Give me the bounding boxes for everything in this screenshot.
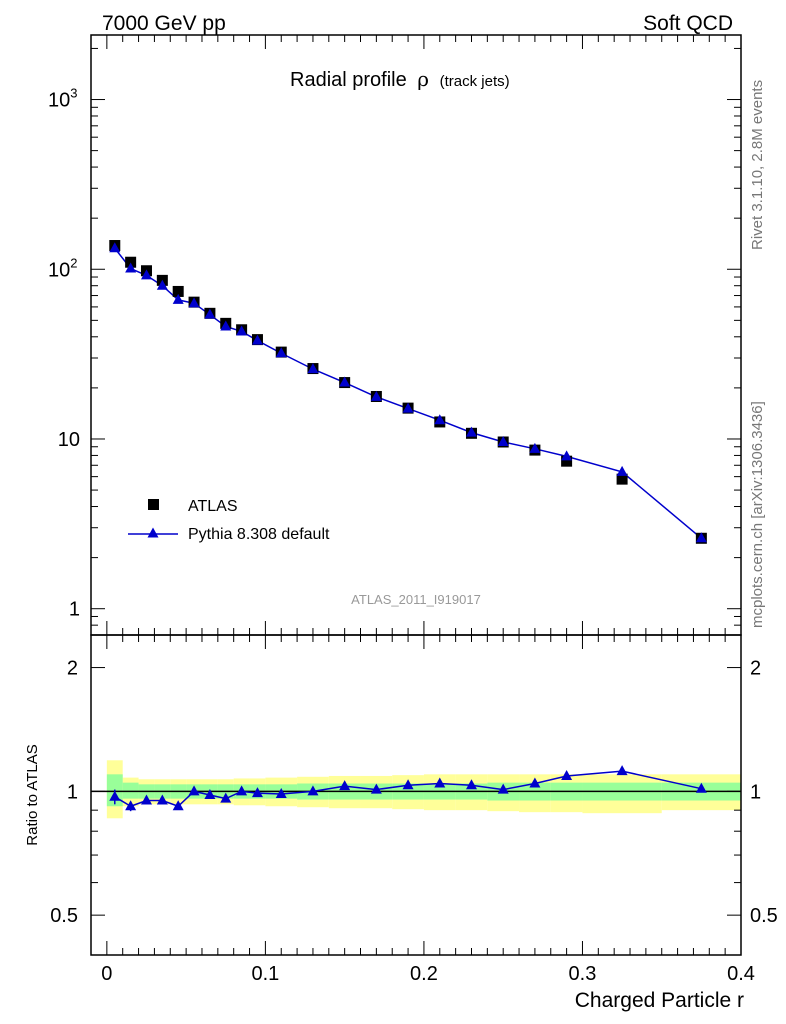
main-marks [109, 240, 707, 544]
pythia-point [307, 363, 319, 374]
pythia-point [204, 308, 216, 319]
legend: ATLAS Pythia 8.308 default [128, 498, 330, 543]
legend-marker-pythia [147, 527, 159, 538]
ratio-point [402, 779, 414, 790]
ratio-ylabel: Ratio to ATLAS [24, 744, 41, 845]
ratio-ticks: 0.5 0.5 1 1 2 2 0 0.1 0.2 0.3 0.4 [50, 635, 778, 985]
pythia-point [339, 376, 351, 387]
ratio-point [204, 788, 216, 799]
ratio-point [529, 777, 541, 788]
pythia-series-line [114, 247, 702, 539]
chart-title: Radial profile ρ (track jets) [290, 67, 510, 91]
header-left: 7000 GeV pp [102, 12, 226, 35]
legend-label-pythia: Pythia 8.308 default [188, 526, 330, 543]
ratio-point [695, 782, 707, 793]
ratio-y-tick-label-right: 0.5 [750, 905, 778, 927]
ratio-frame [90, 634, 742, 956]
x-tick-label: 0.2 [410, 963, 438, 985]
ratio-marks [109, 765, 707, 812]
x-tick-label: 0 [101, 963, 112, 985]
ratio-point [188, 785, 200, 796]
pythia-point [402, 402, 414, 413]
pythia-point [156, 279, 168, 290]
ratio-point [109, 790, 121, 801]
y-tick-label-exponent: 3 [70, 86, 77, 101]
pythia-point [109, 242, 121, 253]
ratio-point [561, 769, 573, 780]
ratio-bands [91, 760, 741, 819]
y-tick-label-base: 10 [48, 90, 70, 112]
pythia-point [236, 325, 248, 336]
ratio-point [125, 800, 137, 811]
ratio-y-tick-label-left: 0.5 [50, 905, 78, 927]
legend-marker-atlas [148, 499, 159, 510]
ratio-y-tick-label-right: 1 [750, 781, 761, 803]
source-info: mcplots.cern.ch [arXiv:1306.3436] [749, 401, 766, 628]
ratio-point [251, 787, 263, 798]
chart-title-suffix: (track jets) [440, 73, 510, 90]
y-tick-label: 102 [48, 255, 77, 281]
x-axis-label: Charged Particle r [575, 989, 744, 1012]
pythia-point [370, 390, 382, 401]
pythia-point [497, 435, 509, 446]
main-frame [90, 34, 742, 636]
ratio-point [140, 794, 152, 805]
ratio-y-tick-label-left: 2 [67, 658, 78, 680]
x-tick-label: 0.4 [727, 963, 755, 985]
y-tick-label: 1 [69, 599, 80, 621]
pythia-point [275, 347, 287, 358]
pythia-point [561, 450, 573, 461]
y-tick-label: 103 [48, 86, 77, 112]
ratio-point [236, 785, 248, 796]
pythia-point [251, 334, 263, 345]
ratio-point [307, 785, 319, 796]
legend-label-atlas: ATLAS [188, 498, 238, 515]
atlas-point [616, 473, 628, 485]
ratio-point [465, 779, 477, 790]
atlas-point [125, 256, 137, 268]
y-tick-label: 10 [58, 429, 80, 451]
chart-title-main: Radial profile [290, 69, 407, 91]
atlas-point [172, 285, 184, 297]
ratio-point [156, 794, 168, 805]
ratio-point [220, 792, 232, 803]
pythia-point [172, 293, 184, 304]
chart-title-symbol: ρ [417, 67, 429, 91]
ratio-series-line [114, 770, 702, 808]
ratio-y-tick-label-left: 1 [67, 781, 78, 803]
ratio-point [339, 780, 351, 791]
ratio-point [275, 788, 287, 799]
x-tick-label: 0.1 [251, 963, 279, 985]
pythia-point [695, 532, 707, 543]
y-tick-label-base: 10 [48, 259, 70, 281]
ratio-y-tick-label-right: 2 [750, 658, 761, 680]
ratio-panel: 0.5 0.5 1 1 2 2 0 0.1 0.2 0.3 0.4 Ratio to ATLAS C… [24, 634, 778, 1012]
y-tick-label-exponent: 2 [70, 255, 77, 270]
ratio-point [172, 800, 184, 811]
ratio-point [370, 783, 382, 794]
pythia-point [465, 426, 477, 437]
pythia-point [125, 262, 137, 273]
pythia-point [220, 320, 232, 331]
pythia-point [529, 442, 541, 453]
header-right: Soft QCD [643, 12, 733, 35]
atlas-point [561, 455, 573, 467]
ratio-point [434, 777, 446, 788]
analysis-label: ATLAS_2011_I919017 [351, 592, 481, 607]
rivet-info: Rivet 3.1.10, 2.8M events [749, 80, 766, 250]
pythia-point [188, 297, 200, 308]
ratio-point [616, 765, 628, 776]
pythia-point [434, 414, 446, 425]
pythia-point [140, 269, 152, 280]
pythia-point [616, 465, 628, 476]
ratio-point [497, 783, 509, 794]
x-tick-label: 0.3 [569, 963, 597, 985]
